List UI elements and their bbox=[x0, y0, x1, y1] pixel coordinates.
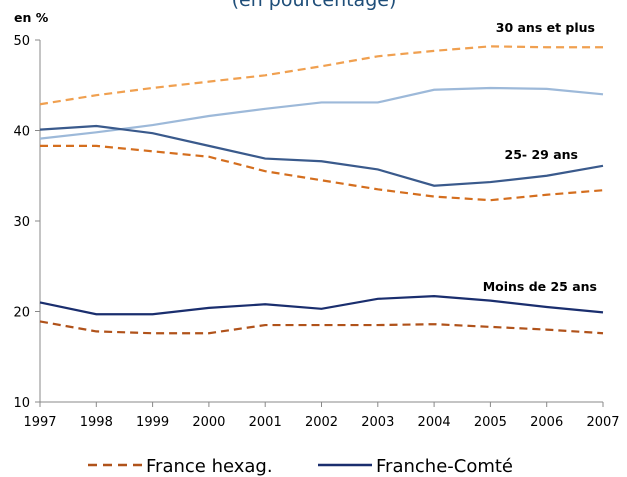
y-unit-label: en % bbox=[14, 10, 49, 25]
x-tick-label: 2002 bbox=[305, 415, 338, 430]
x-tick-label: 1999 bbox=[136, 415, 169, 430]
group-label: 30 ans et plus bbox=[496, 20, 595, 35]
x-tick-label: 2004 bbox=[418, 415, 451, 430]
y-tick-label: 20 bbox=[13, 306, 30, 321]
series-line bbox=[39, 295, 604, 316]
group-label: 25- 29 ans bbox=[505, 147, 578, 162]
x-tick-label: 2005 bbox=[474, 415, 507, 430]
x-tick-label: 1997 bbox=[23, 415, 56, 430]
y-tick-label: 50 bbox=[13, 34, 30, 49]
x-tick-label: 2006 bbox=[530, 415, 563, 430]
group-label: Moins de 25 ans bbox=[483, 279, 597, 294]
x-tick-label: 2007 bbox=[586, 415, 619, 430]
y-tick-label: 40 bbox=[13, 125, 30, 140]
chart-title: (en pourcentage) bbox=[232, 0, 397, 11]
x-tick-label: 2003 bbox=[361, 415, 394, 430]
series-line bbox=[40, 144, 604, 202]
series-line bbox=[39, 320, 604, 335]
x-tick-label: 2000 bbox=[192, 415, 225, 430]
series-line bbox=[39, 45, 603, 106]
x-tick-label: 1998 bbox=[80, 415, 113, 430]
series-line bbox=[39, 124, 604, 187]
legend-label: Franche-Comté bbox=[376, 456, 513, 477]
y-tick-label: 30 bbox=[13, 215, 30, 230]
series-line bbox=[39, 86, 604, 140]
x-tick-label: 2001 bbox=[249, 415, 282, 430]
y-tick-label: 10 bbox=[13, 396, 30, 411]
legend-label: France hexag. bbox=[146, 456, 273, 477]
